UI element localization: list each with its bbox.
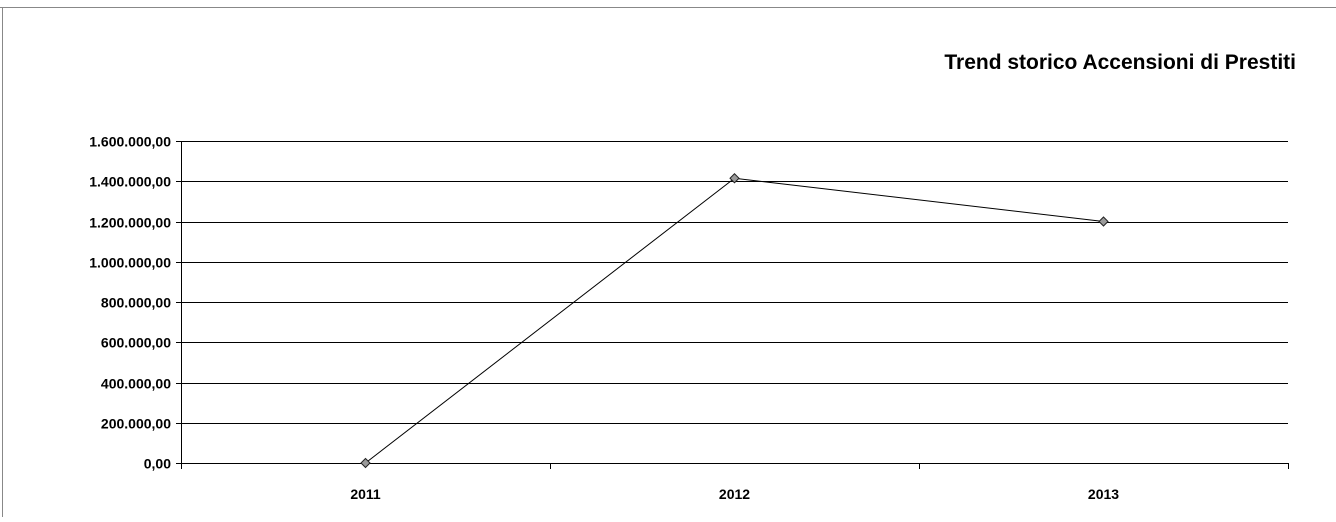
x-tick-labels: 2011 2012 2013	[350, 486, 1119, 502]
data-series	[360, 173, 1109, 469]
y-tick-label: 800.000,00	[101, 295, 171, 311]
x-tick-label: 2011	[350, 486, 381, 502]
y-tick-label: 200.000,00	[101, 416, 171, 432]
chart-title: Trend storico Accensioni di Prestiti	[944, 51, 1296, 74]
y-tick-label: 600.000,00	[101, 335, 171, 351]
y-tick-label: 1.400.000,00	[89, 174, 171, 190]
x-tick-label: 2012	[719, 486, 750, 502]
series-line	[365, 177, 1104, 464]
y-tick-label: 1.000.000,00	[89, 255, 171, 271]
y-tick-label: 0,00	[144, 456, 171, 472]
axes	[176, 141, 1289, 469]
data-point-marker	[360, 457, 371, 469]
x-tick-label: 2013	[1088, 486, 1119, 502]
y-tick-label: 400.000,00	[101, 376, 171, 392]
data-point-marker	[729, 173, 740, 184]
data-point-marker	[1098, 216, 1109, 227]
y-tick-label: 1.600.000,00	[89, 134, 171, 150]
y-tick-labels: 0,00 200.000,00 400.000,00 600.000,00 800.00…	[89, 134, 171, 472]
grid-lines	[181, 141, 1288, 424]
y-tick-label: 1.200.000,00	[89, 215, 171, 231]
